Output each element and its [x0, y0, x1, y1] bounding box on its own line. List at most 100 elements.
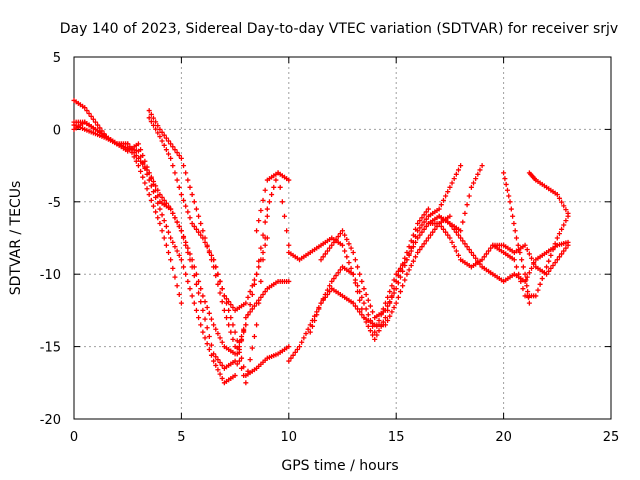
- data-point-interp: [510, 213, 516, 219]
- data-point: [189, 293, 195, 299]
- data-point-interp: [230, 305, 236, 311]
- data-point-interp: [537, 281, 543, 287]
- data-point-interp: [378, 323, 384, 329]
- data-point-interp: [387, 289, 393, 295]
- data-point-interp: [359, 312, 365, 318]
- data-point-interp: [473, 255, 479, 261]
- data-point-interp: [395, 294, 401, 300]
- data-point-interp: [198, 299, 204, 305]
- data-point-interp: [213, 264, 219, 270]
- data-point-interp: [140, 174, 146, 180]
- data-point: [329, 242, 335, 248]
- data-point: [135, 141, 141, 147]
- data-point-interp: [170, 163, 176, 169]
- data-point-interp: [419, 215, 425, 221]
- data-point-interp: [419, 222, 425, 228]
- y-tick-label: -10: [40, 268, 61, 283]
- data-point: [393, 286, 399, 292]
- data-point-interp: [346, 260, 352, 266]
- data-point: [372, 336, 378, 342]
- data-point: [146, 115, 152, 121]
- data-point-interp: [460, 238, 466, 244]
- y-tick-label: 0: [53, 123, 61, 138]
- data-point-interp: [196, 278, 202, 284]
- data-point-interp: [357, 271, 363, 277]
- data-point-interp: [421, 226, 427, 232]
- data-point-interp: [150, 115, 156, 121]
- data-point: [507, 199, 513, 205]
- data-point-interp: [440, 197, 446, 203]
- data-point-interp: [271, 184, 277, 190]
- data-point-interp: [155, 130, 161, 136]
- data-point-interp: [131, 150, 137, 156]
- data-point-interp: [202, 239, 208, 245]
- data-point-interp: [389, 294, 395, 300]
- data-point: [286, 278, 292, 284]
- data-point: [565, 242, 571, 248]
- data-point-interp: [256, 258, 262, 264]
- data-point-interp: [247, 289, 253, 295]
- data-point-interp: [155, 123, 161, 129]
- data-point: [350, 249, 356, 255]
- data-point-interp: [239, 355, 245, 361]
- data-point-interp: [395, 268, 401, 274]
- data-point-interp: [421, 212, 427, 218]
- data-point-interp: [142, 180, 148, 186]
- data-point-interp: [262, 187, 268, 193]
- data-point-interp: [333, 236, 339, 242]
- data-point: [211, 351, 217, 357]
- data-point-interp: [391, 290, 397, 296]
- data-point: [415, 249, 421, 255]
- data-point-interp: [475, 258, 481, 264]
- data-point-interp: [327, 245, 333, 251]
- data-point: [340, 242, 345, 248]
- data-point-interp: [217, 290, 223, 296]
- data-point-interp: [453, 171, 459, 177]
- data-point-interp: [258, 278, 264, 284]
- data-point-interp: [525, 289, 531, 295]
- data-point-interp: [150, 122, 156, 128]
- data-point-interp: [176, 152, 182, 158]
- data-point-interp: [206, 248, 212, 254]
- data-point-interp: [471, 180, 477, 186]
- data-point-interp: [367, 303, 373, 309]
- x-tick-label: 10: [281, 430, 298, 445]
- data-point-interp: [150, 203, 156, 209]
- data-point-interp: [193, 271, 199, 277]
- data-point-interp: [172, 244, 178, 250]
- data-point-interp: [213, 362, 219, 368]
- data-point-interp: [556, 195, 562, 201]
- data-point-interp: [402, 277, 408, 283]
- data-point-interp: [174, 150, 180, 156]
- data-point-interp: [546, 258, 552, 264]
- data-point: [264, 206, 270, 212]
- data-point: [522, 271, 528, 277]
- data-point: [513, 235, 519, 241]
- data-point-interp: [236, 346, 242, 352]
- data-point-interp: [473, 176, 479, 182]
- data-point-interp: [376, 328, 382, 334]
- data-point-interp: [86, 110, 92, 116]
- data-point-interp: [563, 207, 569, 213]
- data-point: [243, 322, 249, 328]
- data-point: [211, 322, 217, 328]
- data-point-interp: [269, 192, 275, 198]
- data-point: [447, 221, 453, 227]
- data-point-interp: [290, 352, 296, 358]
- data-point: [243, 380, 249, 386]
- data-point-interp: [391, 277, 397, 283]
- data-point-interp: [193, 206, 199, 212]
- data-point-interp: [260, 197, 266, 203]
- data-point: [479, 163, 485, 169]
- data-point: [189, 221, 195, 227]
- data-point: [393, 300, 399, 306]
- data-point-interp: [464, 244, 470, 250]
- data-point-interp: [331, 239, 337, 245]
- data-point-interp: [548, 265, 554, 271]
- data-point-interp: [413, 234, 419, 240]
- data-point-interp: [342, 232, 348, 238]
- data-point-interp: [202, 316, 208, 322]
- data-point: [522, 242, 528, 248]
- data-point-interp: [357, 297, 363, 303]
- data-point-interp: [406, 251, 412, 257]
